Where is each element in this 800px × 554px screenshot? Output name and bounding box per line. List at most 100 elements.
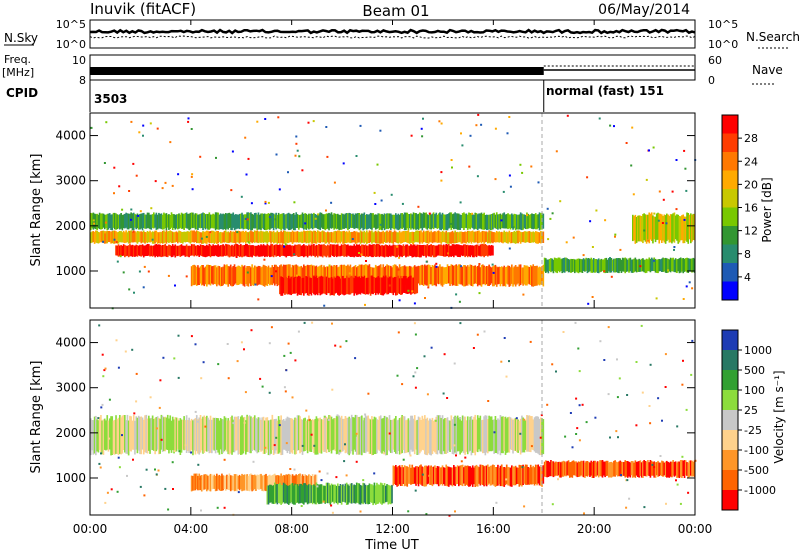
heat-cell <box>148 231 150 242</box>
heat-cell <box>350 275 353 294</box>
heat-scatter-cell <box>138 131 141 134</box>
heat-cell <box>377 213 380 229</box>
nsearch-tick-top: 10^5 <box>708 18 738 31</box>
heat-cell <box>513 231 516 244</box>
heat-cell <box>348 277 351 295</box>
heat-scatter-cell <box>521 466 524 469</box>
heat-cell <box>345 231 348 243</box>
heat-cell <box>217 212 219 230</box>
heat-scatter-cell <box>491 263 494 266</box>
heat-cell <box>503 230 506 243</box>
heat-cell <box>691 460 693 477</box>
heat-cell <box>677 214 680 244</box>
heat-scatter-cell <box>119 255 122 258</box>
heat-scatter-cell <box>117 456 120 459</box>
power-colorbar-swatch <box>722 281 738 301</box>
heat-cell <box>616 462 619 477</box>
heat-cell <box>294 475 296 491</box>
heat-cell <box>300 214 303 228</box>
heat-scatter-cell <box>149 396 152 399</box>
heat-cell <box>218 266 221 286</box>
heat-scatter-cell <box>421 473 424 476</box>
heat-cell <box>398 264 401 285</box>
heat-scatter-cell <box>243 421 246 424</box>
heat-cell <box>387 265 390 284</box>
heat-cell <box>313 230 315 243</box>
velocity-colorbar-tick-label: -25 <box>744 424 762 437</box>
heat-cell <box>300 419 303 452</box>
heat-cell <box>355 244 358 257</box>
heat-cell <box>271 231 274 243</box>
heat-scatter-cell <box>133 412 136 415</box>
heat-cell <box>432 420 435 452</box>
heat-cell <box>451 230 454 244</box>
heat-cell <box>417 230 420 243</box>
heat-cell <box>426 466 429 485</box>
heat-scatter-cell <box>116 490 119 493</box>
heat-cell <box>562 460 565 477</box>
heat-cell <box>347 232 349 243</box>
heat-cell <box>439 415 441 454</box>
heat-cell <box>386 245 388 257</box>
power-colorbar-swatch <box>722 226 738 245</box>
heat-cell <box>115 231 117 243</box>
heat-cell <box>524 231 527 243</box>
heat-cell <box>310 278 313 296</box>
heat-cell <box>529 231 532 243</box>
heat-scatter-cell <box>257 298 260 301</box>
heat-cell <box>507 417 509 453</box>
heat-cell <box>469 213 472 230</box>
heat-cell <box>214 245 217 256</box>
heat-cell <box>180 419 183 453</box>
heat-cell <box>384 485 387 503</box>
heat-cell <box>135 214 138 230</box>
heat-scatter-cell <box>139 485 142 488</box>
heat-scatter-cell <box>103 162 106 164</box>
heat-cell <box>342 231 344 244</box>
heat-scatter-cell <box>362 479 365 482</box>
heat-cell <box>426 244 429 256</box>
heat-cell <box>517 266 519 284</box>
heat-scatter-cell <box>142 286 145 289</box>
heat-cell <box>425 245 427 258</box>
heat-cell <box>134 420 136 455</box>
heat-cell <box>260 267 262 285</box>
heat-scatter-cell <box>268 216 271 218</box>
heat-cell <box>301 212 304 229</box>
heat-scatter-cell <box>571 446 574 449</box>
heat-cell <box>145 414 148 453</box>
heat-cell <box>338 266 340 285</box>
heat-cell <box>402 467 405 484</box>
heat-scatter-cell <box>475 124 478 127</box>
heat-cell <box>449 467 451 485</box>
heat-cell <box>407 276 410 294</box>
heat-cell <box>261 475 264 491</box>
heat-cell <box>571 460 574 478</box>
heat-cell <box>330 277 333 296</box>
heat-scatter-cell <box>688 281 691 284</box>
heat-scatter-cell <box>423 355 426 358</box>
heat-cell <box>662 216 664 241</box>
heat-cell <box>218 420 221 455</box>
heat-cell <box>540 213 542 230</box>
heat-cell <box>154 214 156 228</box>
heat-scatter-cell <box>331 322 333 325</box>
heat-cell <box>203 267 206 287</box>
heat-cell <box>318 244 320 256</box>
heat-cell <box>448 266 450 284</box>
heat-cell <box>482 465 484 485</box>
heat-cell <box>287 245 290 256</box>
heat-scatter-cell <box>190 128 193 130</box>
heat-cell <box>624 460 627 478</box>
heat-cell <box>480 464 483 485</box>
heat-cell <box>445 418 448 454</box>
heat-scatter-cell <box>610 275 613 278</box>
heat-cell <box>164 213 167 229</box>
heat-cell <box>247 212 250 230</box>
heat-cell <box>286 213 289 229</box>
heat-cell <box>661 258 663 272</box>
heat-scatter-cell <box>297 330 300 333</box>
heat-cell <box>309 418 311 452</box>
heat-cell <box>536 416 538 453</box>
heat-cell <box>436 266 439 284</box>
